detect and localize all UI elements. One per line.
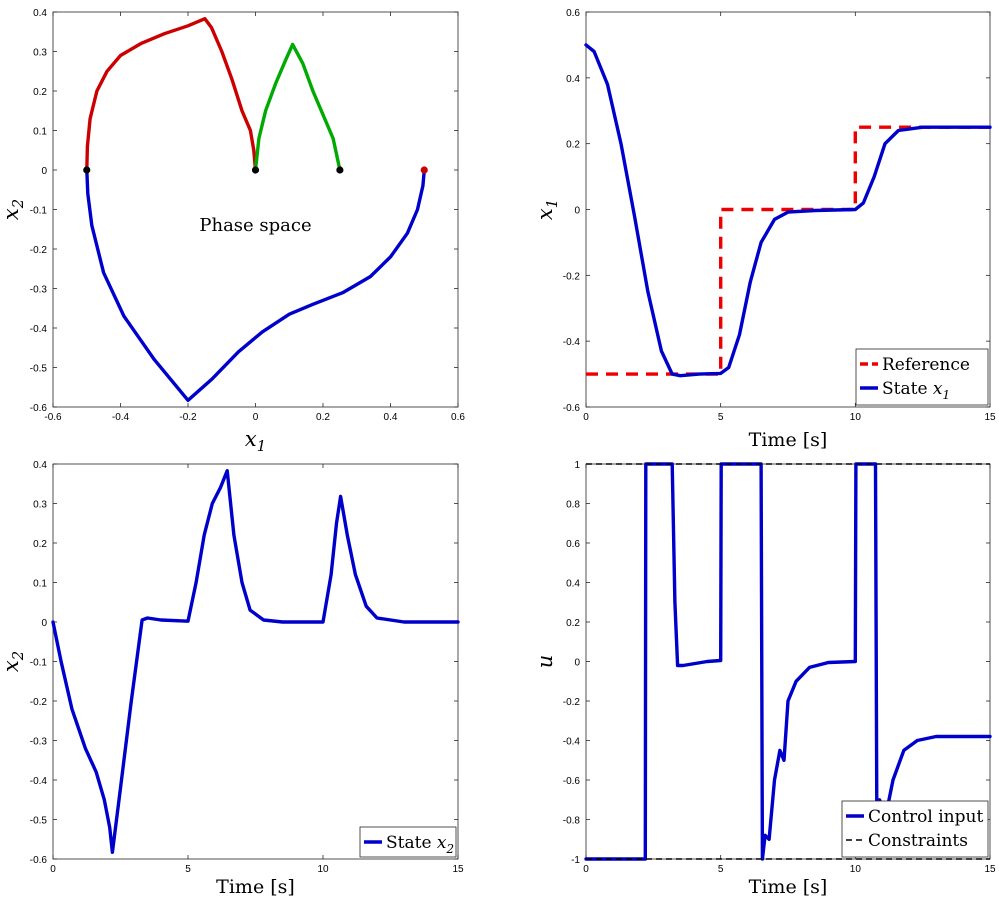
y-tick-label: -0.4 xyxy=(563,737,581,748)
x-axis-label: Time [s] xyxy=(216,876,295,898)
y-tick-label: 0.4 xyxy=(33,460,47,471)
x-tick-label: 15 xyxy=(984,864,996,875)
point-marker-3 xyxy=(420,166,428,174)
y-tick-label: 0.6 xyxy=(566,8,580,19)
y-tick-label: 0.3 xyxy=(33,500,47,511)
y-tick-label: 0 xyxy=(574,658,580,669)
series-line-0 xyxy=(85,168,426,402)
y-tick-label: 0.4 xyxy=(33,8,47,19)
plot-area xyxy=(52,463,459,860)
legend: State x2 xyxy=(359,826,457,858)
plot-area xyxy=(585,463,991,860)
legend: Reference State x1 xyxy=(855,348,989,406)
x-tick-label: 5 xyxy=(718,412,724,423)
legend-label: Constraints xyxy=(868,831,968,851)
y-tick-label: 0.4 xyxy=(566,579,580,590)
x-tick-label: 5 xyxy=(185,864,191,875)
y-tick-label: -0.1 xyxy=(30,206,48,217)
x-tick-label: 10 xyxy=(850,412,862,423)
x-tick-label: 0.4 xyxy=(384,412,398,423)
x-tick-label: 0 xyxy=(583,864,589,875)
series-line-0 xyxy=(586,125,990,376)
series-line-2 xyxy=(253,42,342,172)
chart-panel-top-right: 0 5 10 15 -0.6 -0.4 -0.2 0 0.2 0.4 0.6 Time [s] x1 Re… xyxy=(533,8,996,451)
point-marker-0 xyxy=(83,166,91,174)
x-tick-label: 0.2 xyxy=(316,412,330,423)
x-tick-label: -0.4 xyxy=(112,412,130,423)
y-tick-label: -1 xyxy=(571,855,580,866)
y-tick-label: 0.2 xyxy=(33,539,47,550)
y-tick-label: 0.2 xyxy=(33,87,47,98)
x-axis-label: Time [s] xyxy=(749,429,828,451)
series-line-1 xyxy=(584,43,992,378)
legend-label: State x1 xyxy=(882,379,950,402)
legend-box xyxy=(855,348,989,406)
series-line-0 xyxy=(51,469,460,854)
point-marker-1 xyxy=(251,166,260,174)
y-tick-label: 0.2 xyxy=(566,618,580,629)
y-tick-label: 0.1 xyxy=(33,579,47,590)
chart-panel-bottom-left: 0 5 10 15 -0.6 -0.5 -0.4 -0.3 -0.2 -0.1 0 0.1 0.2 0.3… xyxy=(0,460,464,898)
y-tick-label: -0.2 xyxy=(30,697,48,708)
x-tick-label: 5 xyxy=(718,864,724,875)
x-tick-label: -0.2 xyxy=(179,412,197,423)
series-line-1 xyxy=(85,17,258,172)
chart-panel-bottom-right: 0 5 10 15 -1 -0.8 -0.6 -0.4 -0.2 0 0.2 0.4 0.6 0.8 1 Ti… xyxy=(533,460,996,898)
x-axis-label: Time [s] xyxy=(749,876,828,898)
y-tick-label: 0 xyxy=(41,166,47,177)
y-tick-label: 0.4 xyxy=(566,74,580,85)
y-tick-label: 0.6 xyxy=(566,539,580,550)
x-tick-label: 10 xyxy=(317,864,329,875)
y-axis-label: x2 xyxy=(0,199,27,220)
y-tick-label: 0.3 xyxy=(33,48,47,59)
legend-label: Control input xyxy=(868,807,983,827)
y-axis-label: u xyxy=(533,655,557,669)
x-tick-label: 15 xyxy=(452,864,464,875)
y-tick-label: -0.1 xyxy=(30,658,48,669)
y-tick-label: -0.5 xyxy=(30,364,48,375)
y-tick-label: 0 xyxy=(41,618,47,629)
x-tick-label: 0 xyxy=(50,864,56,875)
y-tick-label: -0.6 xyxy=(563,776,581,787)
legend: Control input Constraints xyxy=(841,800,989,858)
y-tick-label: -0.4 xyxy=(30,324,48,335)
y-tick-label: 0.8 xyxy=(566,500,580,511)
y-tick-label: -0.2 xyxy=(563,271,581,282)
x-tick-label: 15 xyxy=(984,412,996,423)
y-tick-label: -0.5 xyxy=(30,816,48,827)
point-marker-2 xyxy=(336,166,344,174)
legend-label: Reference xyxy=(882,355,970,375)
y-tick-label: -0.2 xyxy=(563,697,581,708)
y-tick-label: -0.2 xyxy=(30,245,48,256)
y-tick-label: -0.6 xyxy=(563,403,581,414)
y-tick-label: -0.3 xyxy=(30,285,48,296)
y-tick-label: 0.2 xyxy=(566,140,580,151)
chart-panel-top-left: -0.6 -0.4 -0.2 0 0.2 0.4 0.6 -0.6 -0.5 -0.4 -0.3 -0… xyxy=(0,8,465,455)
x-tick-label: -0.6 xyxy=(44,412,62,423)
y-tick-label: 0 xyxy=(574,206,580,217)
x-tick-label: 0 xyxy=(253,412,259,423)
y-tick-label: -0.3 xyxy=(30,737,48,748)
y-axis-label: x2 xyxy=(0,651,27,672)
legend-label: State x2 xyxy=(386,833,454,856)
x-axis-label: x1 xyxy=(245,427,266,455)
plot-area xyxy=(52,11,459,408)
y-tick-label: 1 xyxy=(574,460,580,471)
y-tick-label: -0.8 xyxy=(563,816,581,827)
y-tick-label: 0.1 xyxy=(33,127,47,138)
x-tick-label: 10 xyxy=(850,864,862,875)
y-tick-label: -0.4 xyxy=(30,776,48,787)
x-tick-label: 0.6 xyxy=(451,412,465,423)
x-tick-label: 0 xyxy=(583,412,589,423)
y-tick-label: -0.4 xyxy=(563,337,581,348)
y-axis-label: x1 xyxy=(533,199,561,220)
legend-box xyxy=(841,800,989,858)
y-tick-label: -0.6 xyxy=(30,855,48,866)
y-tick-label: -0.6 xyxy=(30,403,48,414)
phase-space-annotation: Phase space xyxy=(199,215,311,236)
